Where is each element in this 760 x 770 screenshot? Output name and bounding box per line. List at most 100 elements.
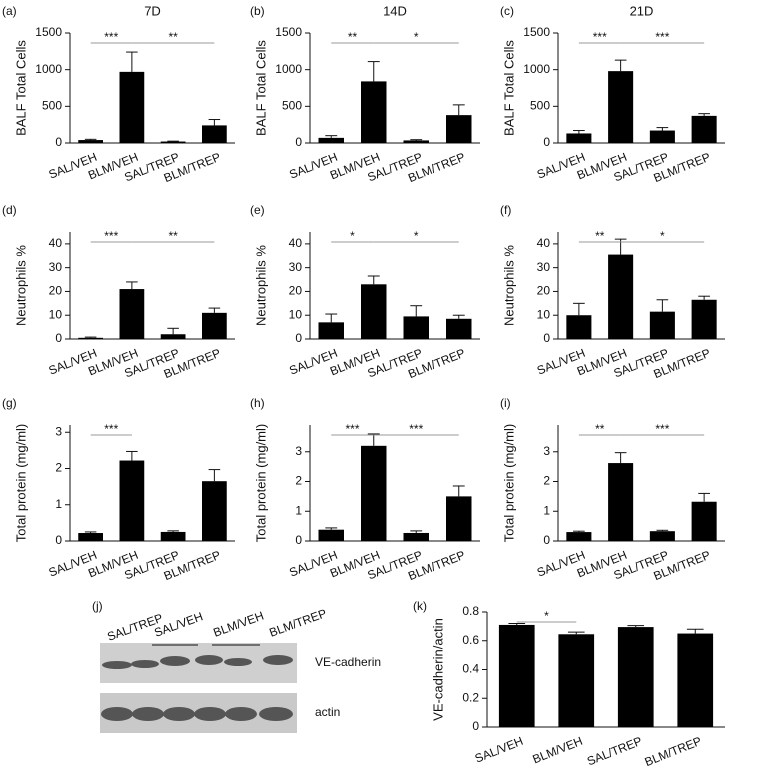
x-tick-label: SAL/TREP [585,734,644,769]
x-tick-label: BLM/VEH [530,734,584,767]
y-tick-label: 30 [49,260,63,274]
bar [160,334,186,339]
significance-label: * [414,229,419,243]
bar [119,71,145,143]
y-tick-label: 0 [543,533,550,547]
y-tick-label: 10 [537,307,551,321]
bar [318,322,344,339]
lane-label: BLM/VEH [211,609,265,640]
bar [649,311,675,339]
significance-label: * [350,229,355,243]
blot-bands [101,655,293,721]
y-axis-label: Neutrophils % [13,245,28,326]
chart-title: 14D [383,3,407,18]
y-tick-label: 1 [295,503,302,517]
y-tick-label: 30 [537,260,551,274]
y-axis-label: Total protein (mg/ml) [501,424,516,542]
panel-label: (d) [2,203,17,217]
bar [202,125,227,143]
significance-label: *** [104,229,118,243]
y-tick-label: 0 [543,135,550,149]
y-tick-label: 2 [543,474,550,488]
significance-label: ** [348,30,358,44]
significance-label: ** [168,229,178,243]
panel-label: (j) [92,599,103,613]
bar [446,496,472,541]
y-tick-label: 0.8 [462,604,479,618]
panel-label: (k) [413,599,427,613]
significance-label: *** [655,422,669,436]
bar [608,463,634,541]
y-tick-label: 2 [295,474,302,488]
y-tick-label: 1 [55,497,62,511]
y-tick-label: 500 [530,99,550,113]
bar [361,445,387,541]
bar [403,532,429,541]
bar [566,315,592,339]
bar [617,627,654,727]
y-tick-label: 40 [537,236,551,250]
bar [119,460,145,541]
y-tick-label: 0 [55,331,62,345]
y-tick-label: 1000 [523,62,550,76]
row-label: VE-cadherin [315,655,381,669]
significance-label: *** [104,422,118,436]
y-tick-label: 40 [49,236,63,250]
bar [566,532,592,541]
y-axis-label: BALF Total Cells [501,40,516,136]
panel-label: (f) [500,203,511,217]
bar [318,529,344,541]
y-tick-label: 0 [543,331,550,345]
significance-label: *** [655,30,669,44]
significance-label: ** [595,422,605,436]
panel-label: (c) [500,4,514,18]
bar [119,289,145,339]
y-tick-label: 1000 [275,62,302,76]
y-axis-label: Total protein (mg/ml) [13,424,28,542]
bar [691,501,717,541]
bar [691,115,717,143]
significance-label: *** [593,30,607,44]
panel-label: (i) [500,396,511,410]
bar [361,81,387,143]
row-label: actin [315,705,340,719]
bar [677,633,714,727]
bar [649,531,675,541]
bar [608,254,634,339]
significance-label: * [660,229,665,243]
bar [649,130,675,143]
y-tick-label: 3 [55,424,62,438]
y-tick-label: 1500 [35,25,62,39]
y-axis-label: BALF Total Cells [253,40,268,136]
y-axis-label: VE-cadherin/actin [430,618,445,721]
bar [78,337,103,339]
y-tick-label: 3 [543,444,550,458]
y-tick-label: 0.6 [462,633,479,647]
y-tick-label: 20 [537,284,551,298]
significance-label: ** [595,229,605,243]
y-tick-label: 500 [42,99,62,113]
y-tick-label: 0 [472,719,479,733]
y-tick-label: 1500 [275,25,302,39]
bar [403,140,429,143]
bar [361,284,387,339]
y-tick-label: 0.2 [462,690,479,704]
y-tick-label: 40 [289,236,303,250]
significance-label: *** [345,422,359,436]
y-tick-label: 0 [55,135,62,149]
y-tick-label: 0 [295,135,302,149]
y-axis-label: Neutrophils % [253,245,268,326]
y-tick-label: 500 [282,99,302,113]
bar [78,533,103,541]
y-tick-label: 30 [289,260,303,274]
chart-panel: (k) 0 0.2 0.4 0.6 0.8 VE-cadherin/actin SAL/VEH… [413,599,725,769]
bar [160,141,186,143]
